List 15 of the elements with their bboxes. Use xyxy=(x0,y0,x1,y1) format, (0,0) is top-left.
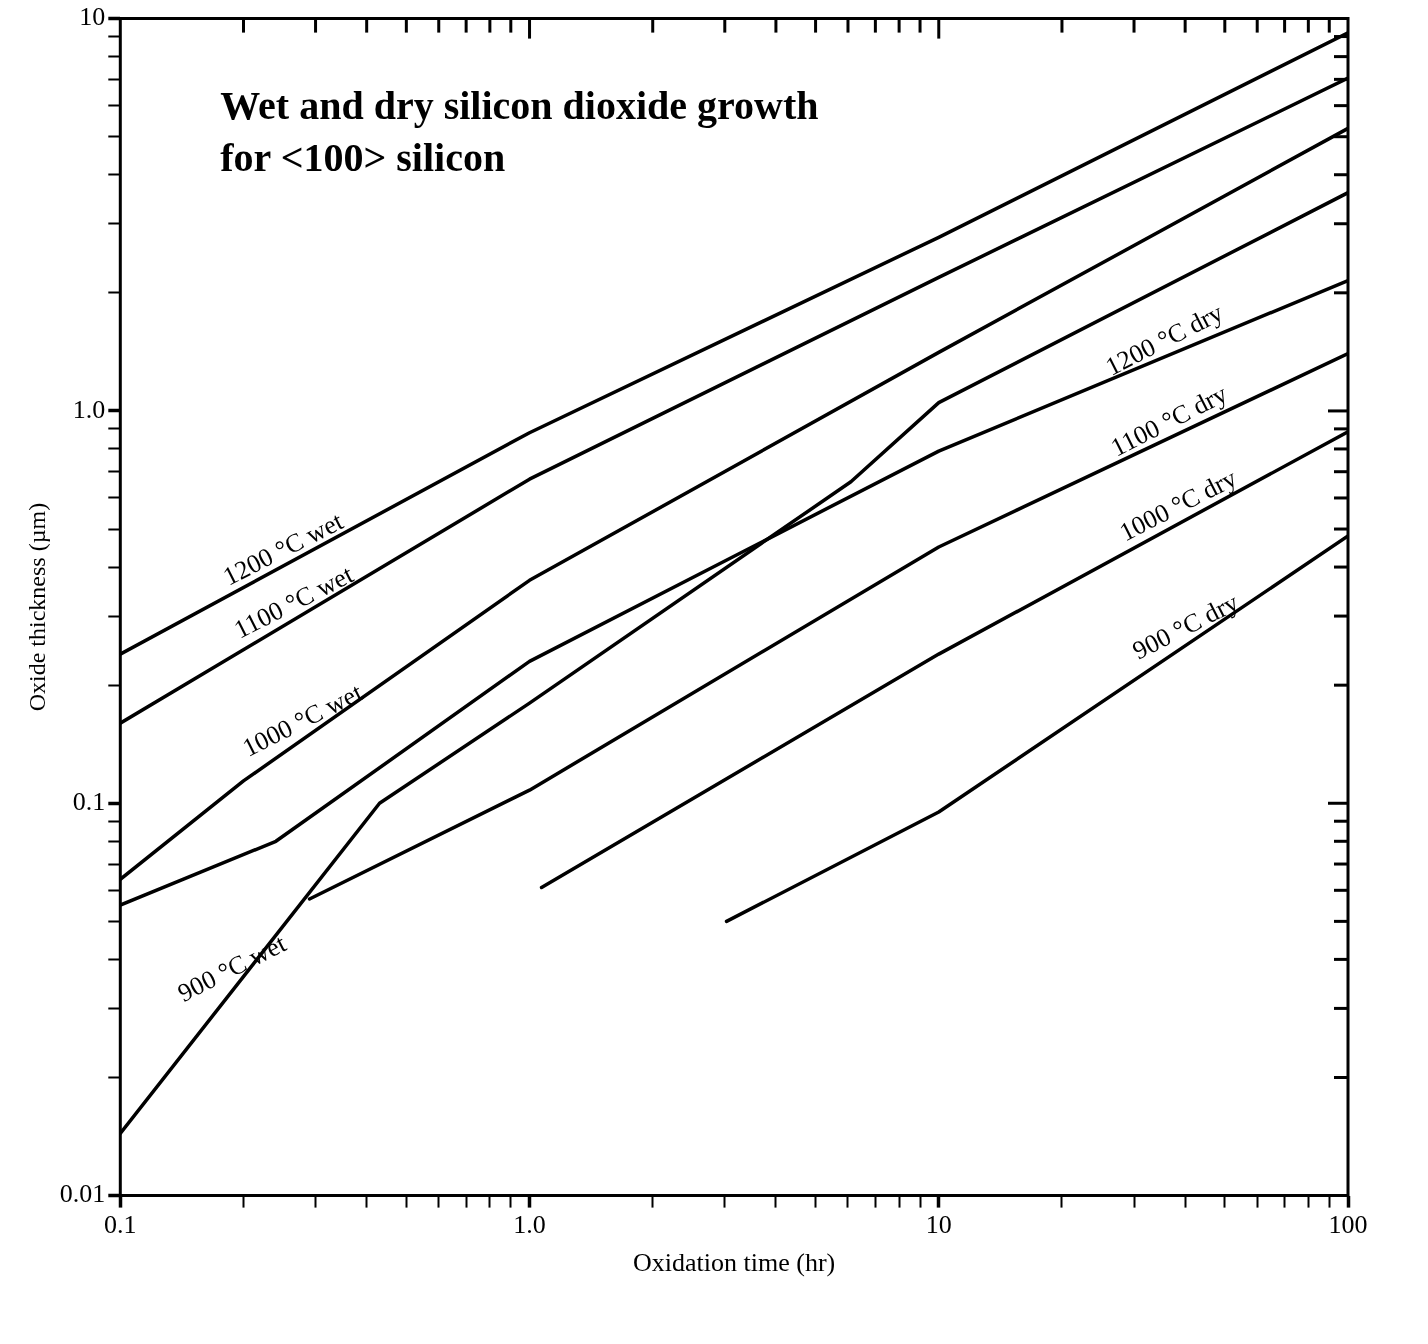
annotation: 900 °C dry xyxy=(1127,587,1243,666)
annotation: 1000 °C dry xyxy=(1114,463,1242,547)
y-tick-label: 0.1 xyxy=(72,787,106,817)
y-tick-label: 10 xyxy=(79,2,106,32)
x-axis-title: Oxidation time (hr) xyxy=(633,1248,836,1278)
x-tick-label: 0.1 xyxy=(104,1210,137,1240)
x-tick-label: 10 xyxy=(925,1210,952,1240)
y-tick-label: 1.0 xyxy=(72,394,106,424)
y-axis-title: Oxide thickness (µm) xyxy=(23,502,50,712)
annotation: 1100 °C dry xyxy=(1106,379,1232,463)
annotation: 1200 °C dry xyxy=(1100,297,1228,382)
text: Wet and dry silicon dioxide growth for <100> silicon xyxy=(220,82,819,180)
x-tick-label: 1.0 xyxy=(513,1210,546,1240)
y-tick-label: 0.01 xyxy=(59,1179,106,1209)
x-tick-label: 100 xyxy=(1328,1210,1368,1240)
